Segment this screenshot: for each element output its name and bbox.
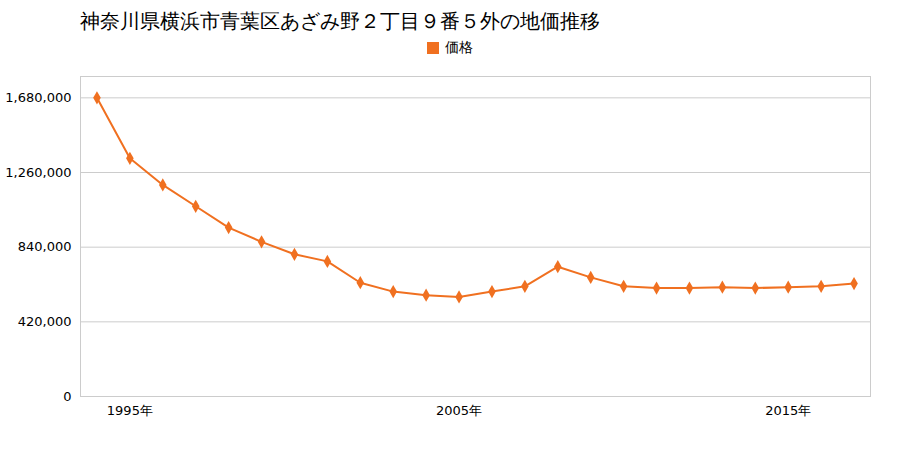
html-text:神奈川県横浜市青葉区あざみ野２丁目９番５外の地価推移: 神奈川県横浜市青葉区あざみ野２丁目９番５外の地価推移: [80, 9, 600, 33]
svg-text:2005年: 2005年: [436, 403, 482, 418]
svg-text:420,000: 420,000: [18, 314, 72, 329]
svg-text:2015年: 2015年: [765, 403, 811, 418]
svg-text:0: 0: [63, 389, 71, 404]
svg-text:840,000: 840,000: [18, 239, 72, 254]
svg-text:1,260,000: 1,260,000: [5, 165, 71, 180]
svg-text:1,680,000: 1,680,000: [5, 90, 71, 105]
svg-text:1995年: 1995年: [107, 403, 153, 418]
html-text:価格: 価格: [445, 39, 473, 55]
